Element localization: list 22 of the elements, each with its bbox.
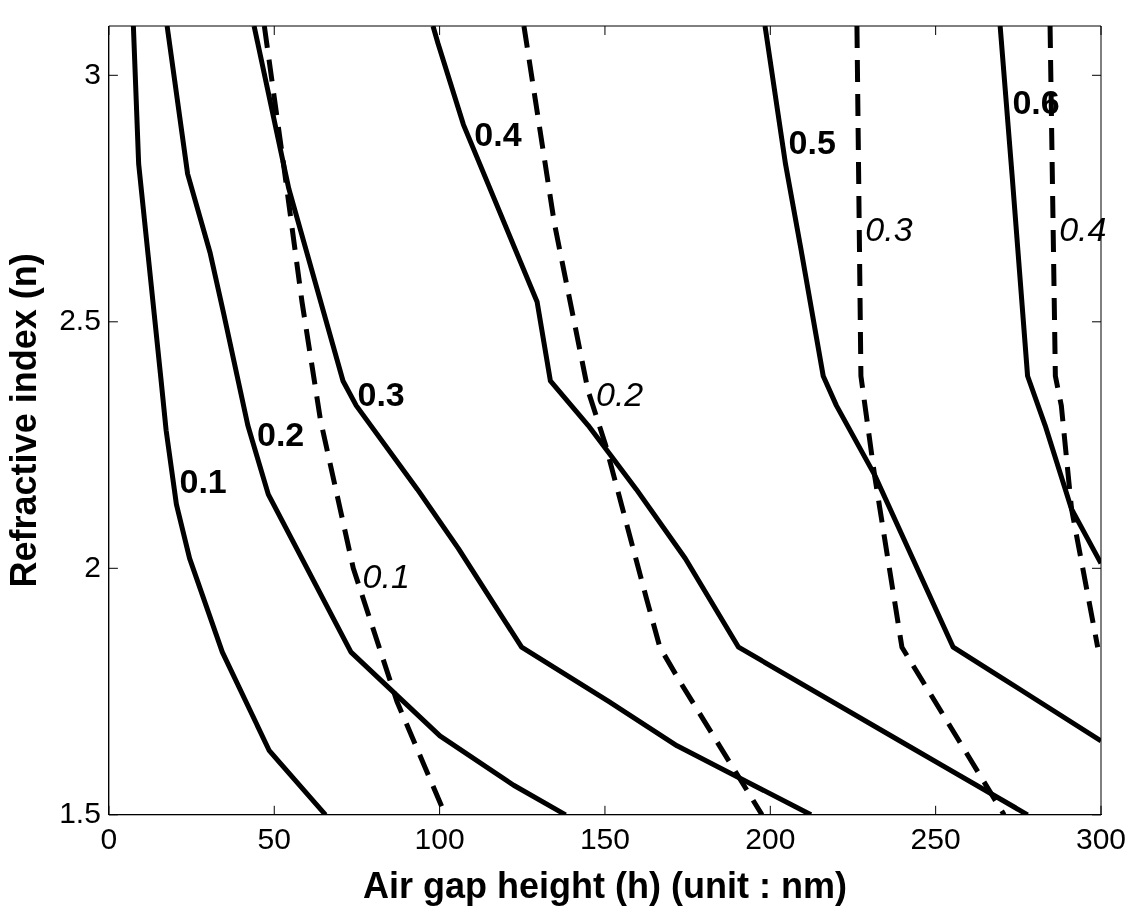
series-label: 0.2	[257, 414, 305, 453]
series-label: 0.1	[179, 461, 227, 500]
x-tick-label: 100	[414, 822, 465, 856]
x-axis-title: Air gap height (h) (unit : nm)	[362, 865, 847, 907]
series-label: 0.2	[596, 375, 644, 414]
x-tick-label: 50	[257, 822, 291, 856]
y-axis-title: Refractive index (n)	[2, 253, 44, 588]
x-tick-label: 150	[579, 822, 630, 856]
y-tick-label: 1.5	[59, 796, 101, 830]
x-tick-label: 250	[910, 822, 961, 856]
x-tick-label: 300	[1075, 822, 1127, 856]
series-label: 0.4	[1059, 209, 1107, 248]
series-label: 0.1	[362, 556, 410, 595]
series-label: 0.3	[865, 209, 913, 248]
series-label: 0.4	[474, 114, 522, 153]
x-tick-label: 200	[745, 822, 796, 856]
y-tick-label: 2.5	[59, 303, 101, 337]
x-tick-label: 0	[100, 822, 118, 856]
series-label: 0.5	[788, 122, 836, 161]
y-tick-label: 2	[84, 549, 101, 583]
y-tick-label: 3	[84, 56, 101, 90]
series-label: 0.3	[357, 375, 405, 414]
